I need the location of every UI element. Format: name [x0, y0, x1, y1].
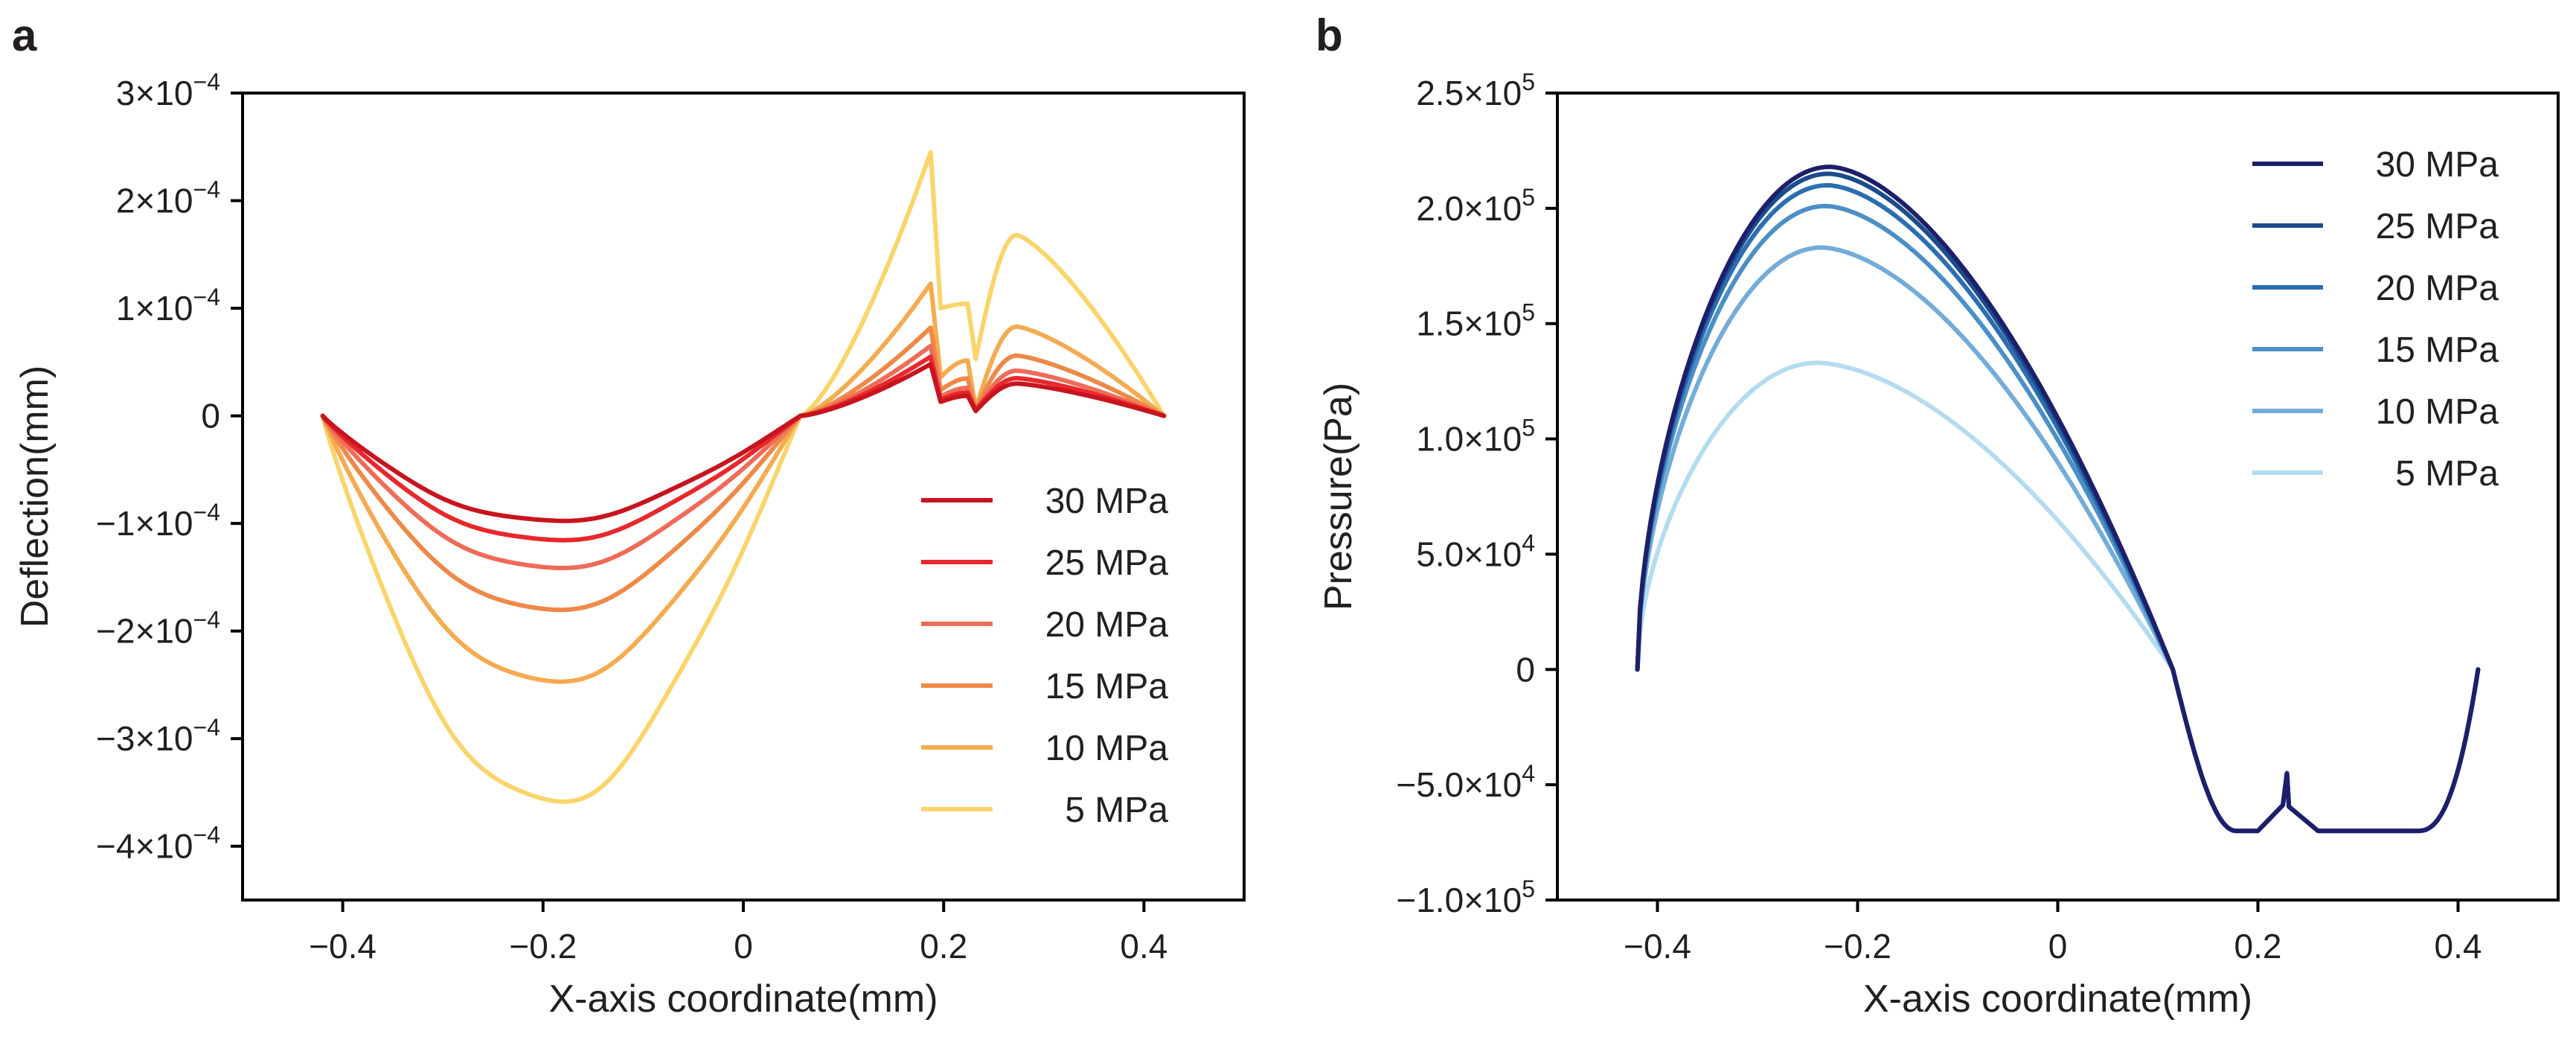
y-tick-label: −4×10−4 — [96, 822, 220, 866]
y-axis-label: Deflection(mm) — [13, 366, 57, 628]
x-tick-label: −0.2 — [1824, 927, 1891, 966]
x-tick-label: −0.4 — [1624, 927, 1691, 966]
panel-b-pressure-chart: b −0.4 −0.2 0 0.2 0.4 2.5×105 2.0×105 1.5×105 1.0… — [1316, 10, 2560, 1021]
y-tick-label: 1.0×105 — [1416, 415, 1535, 459]
y-tick-label: −2×10−4 — [96, 607, 220, 651]
y-tick-label: 2.5×105 — [1416, 68, 1535, 112]
x-tick-label: 0.2 — [2234, 927, 2282, 966]
y-tick-label: −1.0×105 — [1396, 875, 1535, 919]
y-tick-label: 0 — [1516, 650, 1535, 689]
y-tick-label: 2×10−4 — [116, 176, 220, 220]
legend-label: 30 MPa — [2376, 145, 2499, 185]
legend-label: 20 MPa — [1045, 605, 1169, 645]
y-tick-label: 1.5×105 — [1416, 299, 1535, 343]
series-line-10-mpa — [320, 281, 1167, 684]
y-tick-label: 5.0×104 — [1416, 529, 1535, 573]
legend-label: 15 MPa — [1045, 667, 1169, 706]
x-tick-label: 0.2 — [920, 927, 967, 966]
y-tick-label: 1×10−4 — [116, 284, 220, 328]
x-axis-label: X-axis coordinate(mm) — [1863, 977, 2252, 1021]
panel-a-deflection-chart: a −0.4 −0.2 0 0.2 0.4 3×10−4 2×10−4 1×10−4 0 −1×10… — [12, 10, 1246, 1021]
series-line-30-mpa — [1635, 165, 2481, 834]
legend-label: 5 MPa — [1065, 791, 1168, 830]
x-tick-label: 0.4 — [2435, 927, 2482, 966]
x-tick-label: 0 — [734, 927, 753, 966]
series-line-10-mpa — [1635, 245, 2481, 834]
legend-label: 5 MPa — [2395, 454, 2499, 494]
y-tick-label: −5.0×104 — [1396, 760, 1535, 804]
x-tick-label: 0.4 — [1120, 927, 1167, 966]
x-tick-label: −0.4 — [309, 927, 377, 966]
panel-label: a — [12, 10, 37, 60]
legend-label: 30 MPa — [1045, 482, 1169, 521]
x-tick-label: −0.2 — [509, 927, 577, 966]
series-line-25-mpa — [1635, 171, 2481, 834]
y-axis-label: Pressure(Pa) — [1317, 383, 1360, 610]
legend-label: 20 MPa — [2376, 269, 2499, 308]
legend-label: 25 MPa — [2376, 207, 2499, 246]
panel-label: b — [1316, 10, 1343, 60]
x-tick-label: 0 — [2048, 927, 2068, 966]
legend-label: 10 MPa — [1045, 729, 1169, 768]
series-line-30-mpa — [320, 362, 1167, 523]
legend-label: 15 MPa — [2376, 331, 2499, 370]
legend-label: 25 MPa — [1045, 543, 1169, 583]
y-tick-label: −1×10−4 — [96, 499, 220, 543]
y-tick-label: 2.0×105 — [1416, 184, 1535, 228]
series-line-5-mpa — [1635, 360, 2481, 834]
series-line-5-mpa — [320, 150, 1167, 804]
y-tick-label: 3×10−4 — [116, 68, 220, 112]
legend-label: 10 MPa — [2376, 392, 2499, 432]
x-axis-label: X-axis coordinate(mm) — [548, 977, 938, 1021]
series-line-20-mpa — [1635, 182, 2481, 834]
y-tick-label: −3×10−4 — [96, 714, 220, 758]
y-tick-label: 0 — [201, 397, 220, 435]
